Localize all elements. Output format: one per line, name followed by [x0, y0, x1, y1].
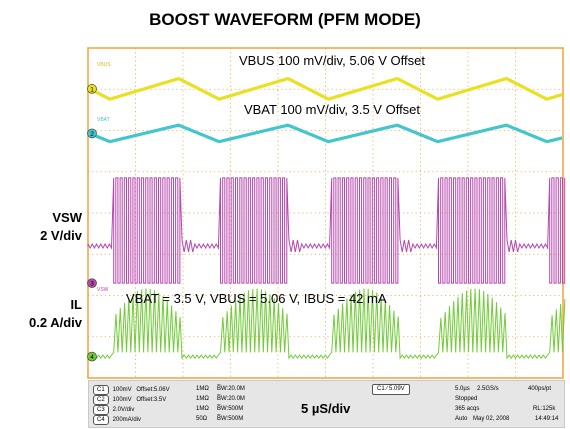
- il-scale-label: 0.2 A/div: [29, 315, 82, 330]
- channel-4-info: C4 200mA/div 50Ω B̅W:500M: [93, 415, 243, 425]
- acq-timebase: 5.0µs: [455, 386, 470, 392]
- channel-markers: 1 2 3 4: [87, 84, 97, 362]
- channel-1-impedance: 1MΩ: [196, 386, 209, 392]
- channel-3-bandwidth: B̅W:500M: [217, 406, 244, 412]
- conditions-annotation: VBAT = 3.5 V, VBUS = 5.06 V, IBUS = 42 m…: [126, 291, 387, 306]
- channel-2-impedance: 1MΩ: [196, 396, 209, 402]
- channel-3-badge: C3: [93, 405, 109, 415]
- channel-1-bandwidth: B̅W:20.0M: [217, 386, 245, 392]
- vbus-scope-label: VBUS: [97, 62, 111, 68]
- acq-time: 14:49:14: [535, 416, 559, 422]
- vsw-scope-label: VSW: [97, 287, 109, 293]
- channel-2-bandwidth: B̅W:20.0M: [217, 396, 245, 402]
- acq-status: Stopped: [455, 396, 478, 402]
- channel-2-marker-label: 2: [90, 131, 94, 138]
- channel-1-info: C1 100mV Offset:5.06V 1MΩ B̅W:20.0M: [93, 385, 245, 395]
- channel-4-badge: C4: [93, 415, 109, 425]
- channel-1-marker-label: 1: [90, 86, 94, 93]
- channel-3-scale: 2.0V/div: [112, 407, 135, 413]
- acq-count: 365 acqs: [455, 406, 480, 412]
- channel-2-scale: 100mV: [112, 397, 132, 403]
- channel-2-marker: [87, 128, 97, 139]
- vbat-annotation: VBAT 100 mV/div, 3.5 V Offset: [244, 102, 420, 117]
- channel-3-marker-label: 3: [90, 281, 94, 288]
- il-label: IL: [70, 297, 82, 312]
- channel-3-marker: [87, 278, 97, 288]
- il-side-label: IL 0.2 A/div: [20, 296, 82, 332]
- vbus-annotation: VBUS 100 mV/div, 5.06 V Offset: [239, 53, 425, 68]
- channel-2-info: C2 100mV Offset:3.5V 1MΩ B̅W:20.0M: [93, 395, 245, 405]
- channel-4-marker: [87, 351, 97, 362]
- channel-1-offset: Offset:5.06V: [136, 387, 170, 393]
- acq-date: May 02, 2008: [473, 416, 510, 422]
- channel-1-badge: C1: [93, 385, 109, 395]
- channel-2-badge: C2: [93, 395, 109, 405]
- vbat-trace: [87, 123, 563, 144]
- vbat-scope-label: VBAT: [97, 117, 110, 123]
- trigger-setting: C1 ∕ 5.09V: [372, 384, 410, 395]
- traces: [87, 77, 566, 360]
- il-trace: [87, 288, 566, 360]
- channel-2-offset: Offset:3.5V: [136, 397, 167, 403]
- acq-sample-rate: 2.5GS/s: [477, 386, 499, 392]
- channel-1-scale: 100mV: [112, 387, 132, 393]
- channel-4-scale: 200mA/div: [112, 417, 142, 423]
- chart-title: BOOST WAVEFORM (PFM MODE): [149, 10, 421, 29]
- vsw-side-label: VSW 2 V/div: [20, 209, 82, 245]
- scope-status-bar: C1 100mV Offset:5.06V 1MΩ B̅W:20.0M C2 100…: [88, 380, 565, 428]
- timebase-label: 5 µS/div: [301, 401, 351, 416]
- channel-4-marker-label: 4: [90, 354, 94, 361]
- channel-3-impedance: 1MΩ: [196, 406, 209, 412]
- channel-3-info: C3 2.0V/div 1MΩ B̅W:500M: [93, 405, 243, 415]
- channel-1-marker: [87, 84, 97, 94]
- vsw-trace: [87, 177, 566, 284]
- vsw-label: VSW: [52, 210, 82, 225]
- acq-points: 400ps/pt: [528, 386, 552, 392]
- channel-4-impedance: 50Ω: [196, 416, 208, 422]
- vbus-trace: [87, 77, 563, 101]
- channel-4-bandwidth: B̅W:500M: [217, 416, 244, 422]
- acq-mode: Auto: [455, 416, 468, 422]
- vsw-scale-label: 2 V/div: [40, 228, 82, 243]
- acq-record-length: RL:125k: [533, 406, 556, 412]
